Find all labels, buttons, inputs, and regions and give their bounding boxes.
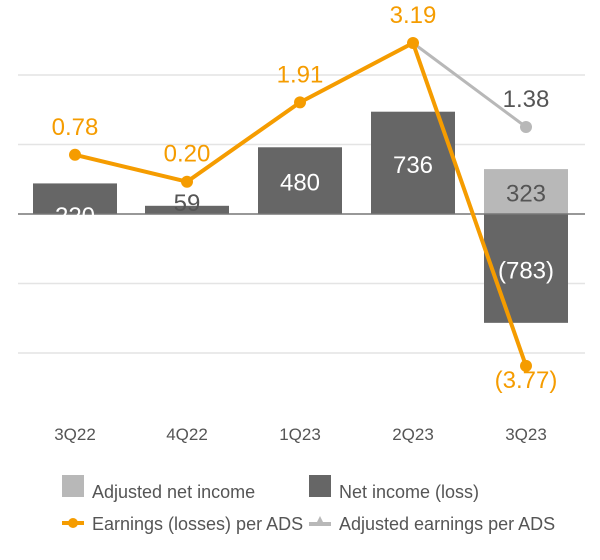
- bar-label: 323: [506, 181, 546, 208]
- bars: [33, 111, 568, 323]
- point-1q23: [294, 96, 306, 109]
- bar-3q23-adjusted: [484, 169, 568, 214]
- bar-label: 736: [393, 152, 433, 179]
- bar-label: 59: [174, 190, 201, 217]
- point-3q22: [69, 148, 81, 161]
- gridlines: [18, 74, 585, 354]
- line-label: 0.78: [52, 114, 99, 141]
- bar-labels: 220 59 480 736 (783) 323: [55, 152, 554, 285]
- bar-3q23: [484, 214, 568, 323]
- legend-label-adjusted-eps: Adjusted earnings per ADS: [339, 514, 555, 534]
- x-tick-label: 3Q22: [54, 425, 96, 444]
- legend: Adjusted net income Net income (loss) Ea…: [62, 475, 555, 534]
- bar-label: 220: [55, 203, 95, 230]
- line-label: (3.77): [495, 367, 558, 394]
- line-label: 3.19: [390, 2, 437, 29]
- x-tick-label: 3Q23: [505, 425, 547, 444]
- bar-3q22: [33, 183, 117, 214]
- line-label: 1.38: [503, 86, 550, 113]
- bar-label: 480: [280, 170, 320, 197]
- legend-swatch-adjusted-net-income: [62, 475, 84, 497]
- legend-swatch-eps: [62, 518, 84, 528]
- point-2q23: [407, 36, 419, 49]
- bar-4q22: [145, 205, 229, 214]
- point-4q22: [181, 175, 193, 188]
- legend-label-eps: Earnings (losses) per ADS: [92, 514, 303, 534]
- x-tick-label: 2Q23: [392, 425, 434, 444]
- legend-swatch-adjusted-eps: [309, 516, 331, 526]
- legend-label-net-income: Net income (loss): [339, 482, 479, 502]
- line-labels: 1.38 0.78 0.20 1.91 3.19 (3.77): [52, 2, 558, 394]
- legend-label-adjusted-net-income: Adjusted net income: [92, 482, 255, 502]
- point-3q23: [520, 120, 532, 133]
- line-label: 0.20: [164, 141, 211, 168]
- bar-label: (783): [498, 257, 554, 284]
- x-tick-label: 1Q23: [279, 425, 321, 444]
- line-adjusted-eps: [412, 41, 527, 129]
- x-tick-label: 4Q22: [166, 425, 208, 444]
- lines: [69, 36, 532, 372]
- point-3q23: [520, 359, 532, 372]
- legend-swatch-net-income: [309, 475, 331, 497]
- x-tick-labels: 3Q22 4Q22 1Q23 2Q23 3Q23: [54, 425, 547, 444]
- line-label: 1.91: [277, 61, 324, 88]
- bar-1q23: [258, 147, 342, 214]
